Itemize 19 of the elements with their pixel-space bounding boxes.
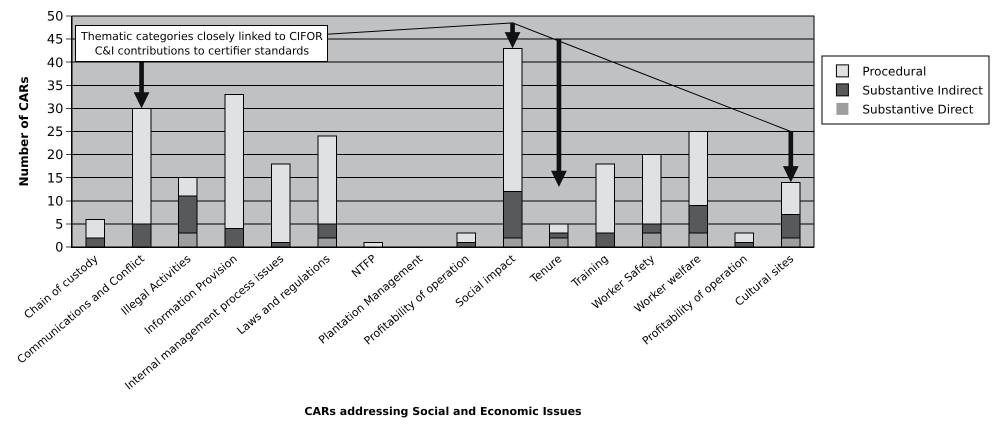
legend-label: Substantive Indirect xyxy=(862,84,984,98)
legend-label: Procedural xyxy=(862,64,926,79)
y-tick-label: 20 xyxy=(46,148,64,164)
y-tick-label: 10 xyxy=(46,194,64,210)
y-tick-label: 5 xyxy=(55,217,64,232)
y-tick-label: 25 xyxy=(46,125,64,140)
y-axis-title: Number of CARs xyxy=(17,76,32,187)
y-tick-label: 0 xyxy=(55,240,64,256)
y-tick-label: 35 xyxy=(46,78,64,94)
annotation: Thematic categories closely linked to CIFOR C&I contributions to certifier standards xyxy=(80,30,324,58)
y-tick-label: 45 xyxy=(46,32,64,48)
y-tick-label: 40 xyxy=(46,56,64,71)
y-tick-label: 15 xyxy=(46,171,64,186)
y-tick-label: 50 xyxy=(46,10,64,25)
legend-label: Substantive Direct xyxy=(862,102,974,117)
y-tick-label: 30 xyxy=(46,102,64,117)
x-axis-title: CARs addressing Social and Economic Issues xyxy=(304,404,582,418)
bar xyxy=(734,232,754,243)
bar xyxy=(456,232,476,243)
